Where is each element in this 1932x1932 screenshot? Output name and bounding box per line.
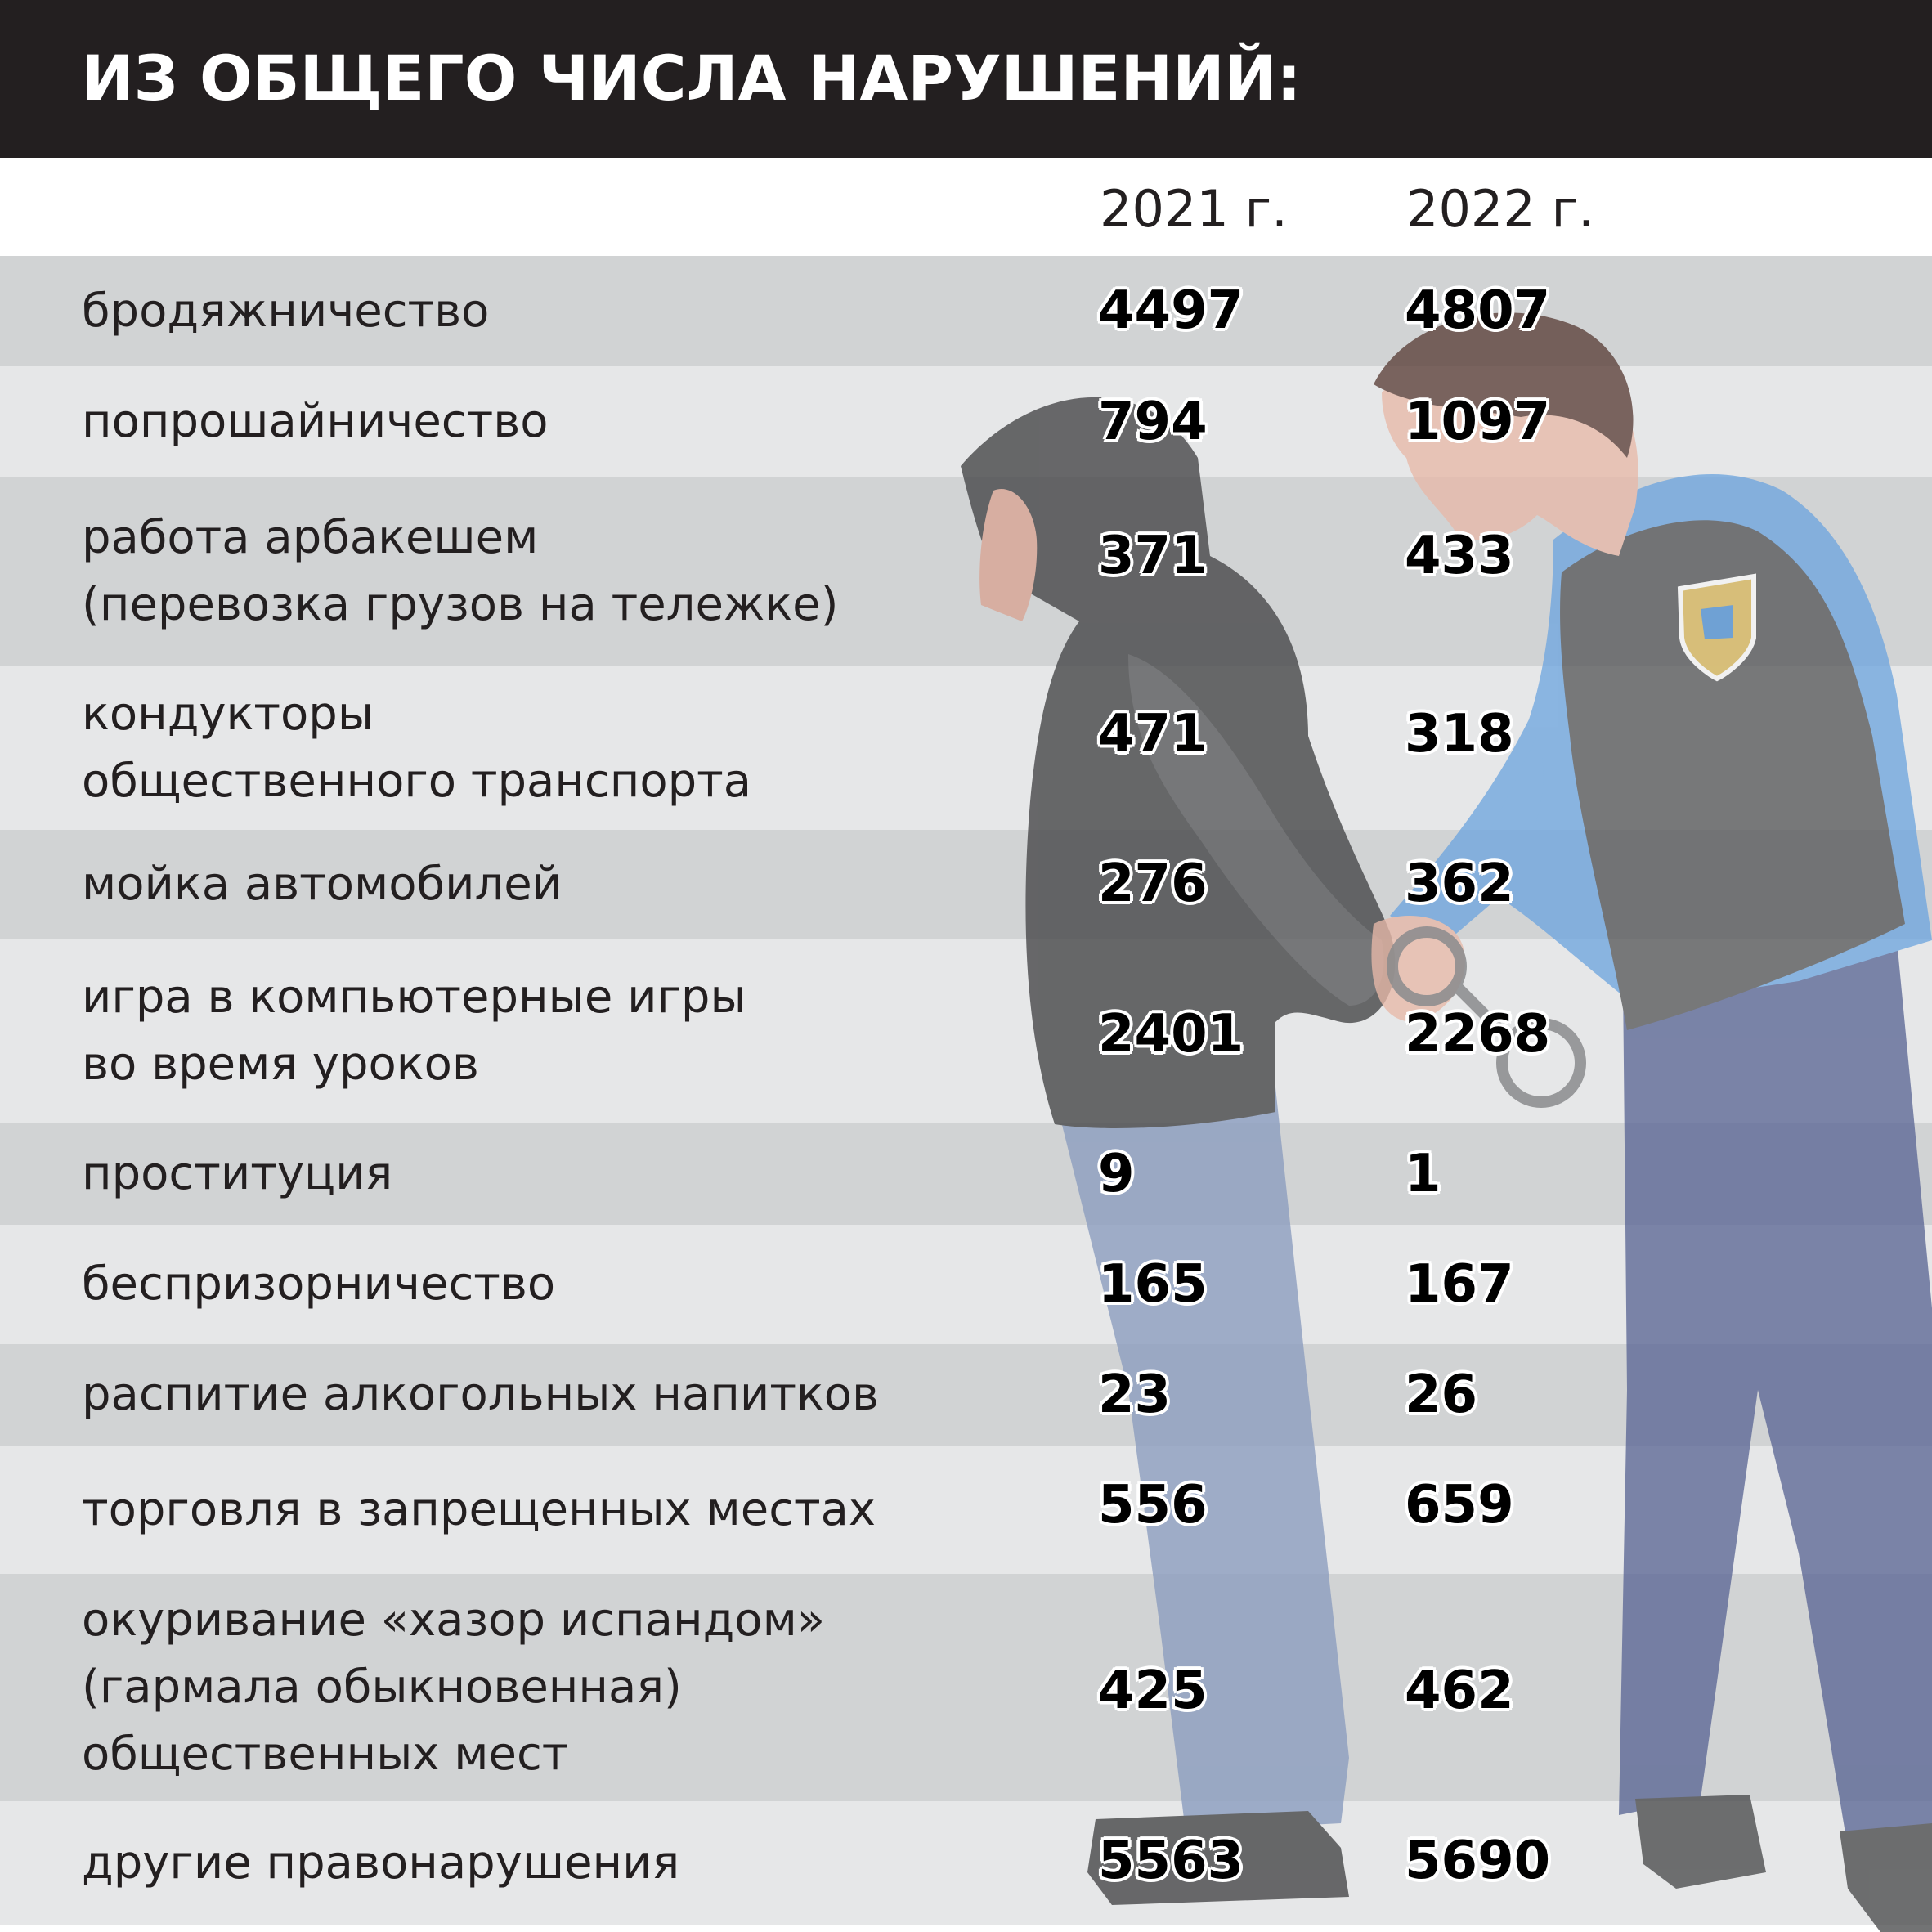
header-bar: ИЗ ОБЩЕГО ЧИСЛА НАРУШЕНИЙ: xyxy=(0,0,1932,158)
police-officer-figure xyxy=(1371,312,1932,1932)
value-2021: 2401 xyxy=(1098,1004,1244,1065)
table-row: бродяжничество xyxy=(0,256,1932,366)
row-label: окуривание «хазор испандом» (гармала обык… xyxy=(82,1594,826,1781)
row-label: игра в компьютерные игры во время уроков xyxy=(82,970,746,1091)
row-label: торговля в запрещенных местах xyxy=(82,1482,876,1536)
value-2021: 165 xyxy=(1098,1254,1208,1315)
value-2021: 4497 xyxy=(1098,280,1244,341)
value-2021: 425 xyxy=(1098,1661,1208,1721)
row-label: беспризорничество xyxy=(82,1257,556,1311)
table-row: другие правонарушения xyxy=(0,1801,1932,1925)
table-row: игра в компьютерные игры во время уроков xyxy=(0,939,1932,1123)
value-2022: 2268 xyxy=(1405,1004,1551,1065)
value-2021: 23 xyxy=(1098,1365,1172,1425)
value-2022: 1 xyxy=(1405,1144,1441,1204)
row-label: попрошайничество xyxy=(82,395,549,448)
value-2022: 462 xyxy=(1405,1661,1514,1721)
table-row: беспризорничество xyxy=(0,1225,1932,1344)
row-label: работа арбакешем (перевозка грузов на тел… xyxy=(82,511,839,631)
value-2022: 1097 xyxy=(1405,392,1551,452)
column-header-2022: 2022 г. xyxy=(1406,179,1594,239)
value-2022: 167 xyxy=(1405,1254,1514,1315)
value-2021: 471 xyxy=(1098,704,1208,764)
value-2022: 4807 xyxy=(1405,280,1551,341)
value-2021: 556 xyxy=(1098,1475,1208,1535)
row-label: распитие алкогольных напитков xyxy=(82,1368,880,1421)
column-header-2021: 2021 г. xyxy=(1100,179,1288,239)
value-2021: 9 xyxy=(1098,1144,1135,1204)
value-2021: 794 xyxy=(1098,392,1208,452)
page-title: ИЗ ОБЩЕГО ЧИСЛА НАРУШЕНИЙ: xyxy=(82,42,1302,114)
value-2021: 5563 xyxy=(1098,1831,1244,1891)
row-label: бродяжничество xyxy=(82,284,490,338)
table-row: проституция xyxy=(0,1123,1932,1225)
table-row: распитие алкогольных напитков xyxy=(0,1344,1932,1446)
row-label: мойка автомобилей xyxy=(82,857,563,911)
row-label: проституция xyxy=(82,1147,393,1200)
row-label: кондукторы общественного транспорта xyxy=(82,687,752,808)
hooded-offender-figure xyxy=(961,397,1396,1905)
value-2022: 5690 xyxy=(1405,1831,1551,1891)
shield-badge-icon xyxy=(1677,573,1756,682)
value-2022: 433 xyxy=(1405,526,1514,586)
value-2022: 318 xyxy=(1405,704,1514,764)
value-2022: 26 xyxy=(1405,1365,1478,1425)
value-2022: 362 xyxy=(1405,854,1514,914)
row-label: другие правонарушения xyxy=(82,1836,680,1889)
value-2021: 371 xyxy=(1098,526,1208,586)
table-row: торговля в запрещенных местах xyxy=(0,1446,1932,1574)
table-row: окуривание «хазор испандом» (гармала обык… xyxy=(0,1574,1932,1801)
handcuffs-icon xyxy=(1387,926,1586,1108)
value-2021: 276 xyxy=(1098,854,1208,914)
value-2022: 659 xyxy=(1405,1475,1514,1535)
